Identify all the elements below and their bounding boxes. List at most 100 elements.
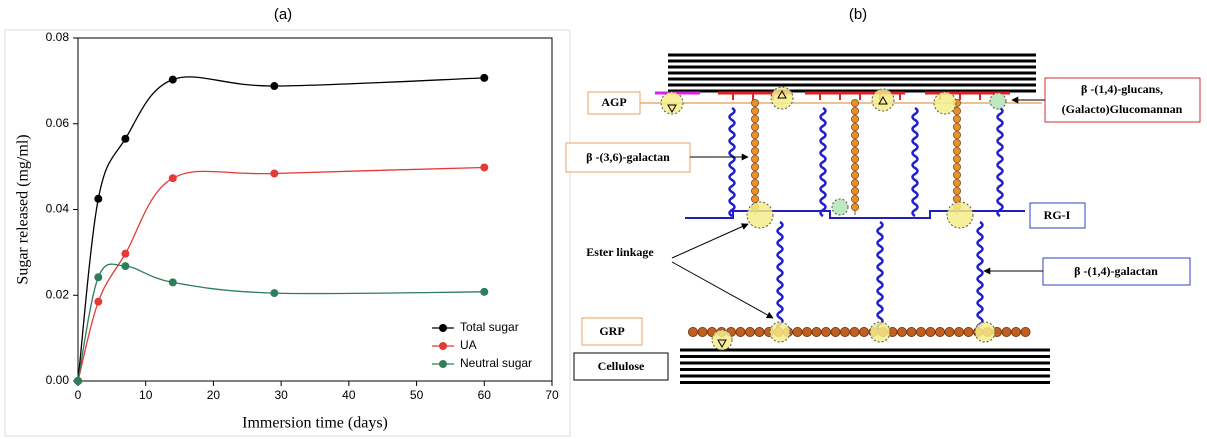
bead (953, 115, 962, 124)
bead (751, 170, 760, 179)
decoration (600, 53, 1050, 384)
triangle-icon (777, 89, 787, 99)
y-tick-label: 0.08 (46, 30, 70, 44)
galactan-chain (976, 220, 984, 332)
data-point (121, 249, 130, 258)
grp-bead (792, 326, 803, 337)
bead (851, 202, 860, 211)
rg1-backbone (685, 210, 1025, 219)
grp-bead (745, 326, 756, 337)
bead (851, 194, 860, 203)
bead (851, 170, 860, 179)
x-tick-label: 60 (478, 388, 492, 402)
data-point (270, 82, 279, 91)
bead (751, 123, 760, 132)
bead (953, 123, 962, 132)
bead (751, 154, 760, 163)
bead (851, 130, 860, 139)
grp-bead (1020, 326, 1031, 337)
grp-bead (735, 326, 746, 337)
bead (751, 146, 760, 155)
grp-bead (859, 326, 870, 337)
y-tick-label: 0.04 (46, 202, 70, 216)
chart: 0 10 20 30 40 50 60 70 0.00 0.02 0.04 0.06 0.08 Immer… (15, 30, 559, 432)
green-node (831, 198, 849, 216)
grp-bead (849, 326, 860, 337)
yellow-node (974, 321, 996, 343)
bead (851, 186, 860, 195)
bead (851, 138, 860, 147)
arrow (671, 223, 749, 259)
galactan36-label: β -(3,6)-galactan (586, 150, 670, 164)
bead (953, 154, 962, 163)
diagram: AGP β -(1,4)-glucans, (Galacto)Glucomann… (565, 53, 1201, 384)
data-point (94, 297, 103, 306)
x-tick-label: 10 (139, 388, 153, 402)
glucans-label: (Galacto)Glucomannan (1062, 102, 1183, 116)
grp-bead (688, 326, 699, 337)
grp-bead (954, 326, 965, 337)
data-point (94, 194, 103, 203)
data-point (480, 287, 489, 296)
data-point (270, 169, 279, 178)
grp-bead (963, 326, 974, 337)
x-tick-label: 70 (545, 388, 559, 402)
triangle-icon (878, 95, 888, 105)
bead (751, 194, 760, 203)
bead (953, 130, 962, 139)
legend-marker (439, 360, 447, 368)
bead (953, 186, 962, 195)
bead (851, 162, 860, 171)
bead (851, 178, 860, 187)
galactan-chain (728, 106, 736, 218)
label-box (1029, 202, 1086, 229)
rg1-label: RG-I (1044, 208, 1071, 222)
grp-bead (697, 326, 708, 337)
series-line (77, 76, 485, 382)
bead (751, 178, 760, 187)
data-point (121, 134, 130, 143)
grp-bead (944, 326, 955, 337)
galactan-chain (776, 220, 784, 332)
label-box (587, 91, 641, 115)
bead (751, 115, 760, 124)
grp-label: GRP (599, 324, 624, 338)
yellow-node (933, 91, 957, 115)
yellow-node (660, 91, 684, 115)
yellow-node (769, 321, 791, 343)
grp-bead (1011, 326, 1022, 337)
yellow-node (871, 88, 895, 112)
yellow-node (746, 201, 774, 229)
ester-label: Ester linkage (586, 245, 654, 259)
label-box (581, 317, 643, 346)
bead (851, 154, 860, 163)
grp-bead (1001, 326, 1012, 337)
panel-frame (4, 29, 571, 437)
galactan-chain (876, 220, 884, 332)
legend-label: Total sugar (460, 320, 519, 334)
series-line (77, 263, 485, 382)
yellow-node (869, 321, 891, 343)
panel-label: (a) (274, 6, 292, 23)
grp-bead (754, 326, 765, 337)
data-point (168, 278, 177, 287)
glucans-label: β -(1,4)-glucans, (1081, 82, 1163, 96)
data-point (480, 163, 489, 172)
galactan-chain (996, 106, 1004, 218)
grp-bead (935, 326, 946, 337)
cellulose-label: Cellulose (598, 359, 645, 373)
bead (751, 99, 760, 108)
bead (751, 162, 760, 171)
bead (751, 130, 760, 139)
grp-bead (802, 326, 813, 337)
x-axis-label: Immersion time (days) (242, 415, 388, 432)
galactan-chain (911, 106, 919, 218)
legend-marker (439, 342, 447, 350)
panel-label: (b) (849, 6, 867, 23)
x-tick-label: 50 (410, 388, 424, 402)
bead (953, 178, 962, 187)
bead (851, 99, 860, 108)
grp-bead (840, 326, 851, 337)
data-point (168, 75, 177, 84)
